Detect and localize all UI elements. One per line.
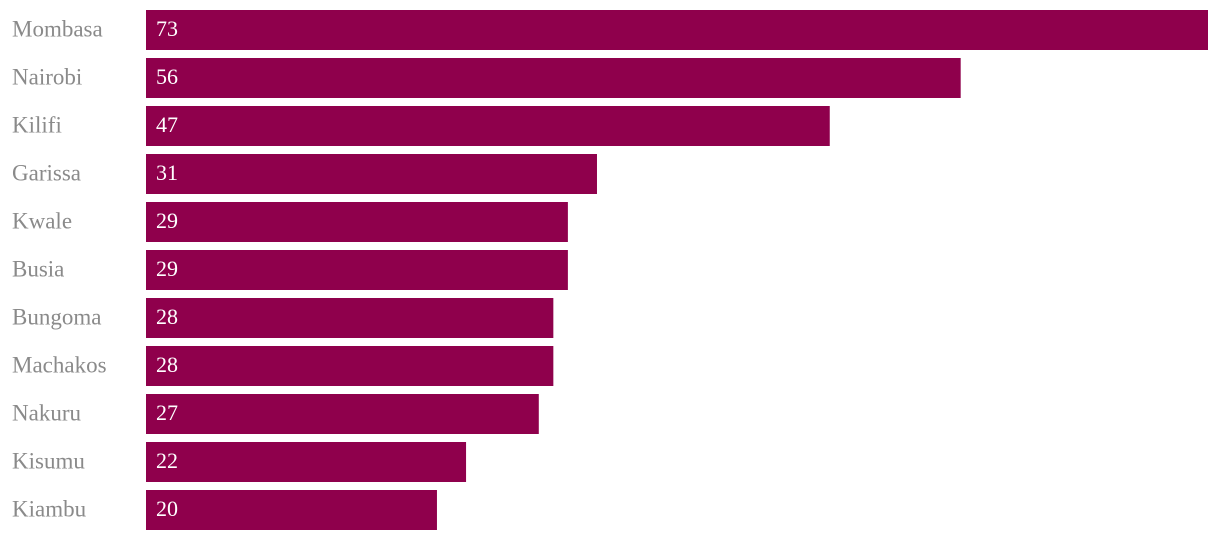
value-label: 28	[156, 304, 178, 329]
category-label: Nairobi	[12, 64, 82, 89]
category-label: Kwale	[12, 208, 72, 233]
value-label: 28	[156, 352, 178, 377]
category-label: Mombasa	[12, 16, 103, 41]
category-label: Bungoma	[12, 304, 101, 329]
value-label: 31	[156, 160, 178, 185]
category-label: Kilifi	[12, 112, 62, 137]
value-label: 56	[156, 64, 178, 89]
bar	[146, 394, 539, 434]
category-label: Machakos	[12, 352, 107, 377]
category-label: Kisumu	[12, 448, 85, 473]
value-label: 47	[156, 112, 178, 137]
bar	[146, 10, 1208, 50]
bar	[146, 250, 568, 290]
bar	[146, 202, 568, 242]
value-label: 20	[156, 496, 178, 521]
category-label: Busia	[12, 256, 64, 281]
value-label: 22	[156, 448, 178, 473]
bar	[146, 58, 961, 98]
category-label: Garissa	[12, 160, 81, 185]
category-label: Nakuru	[12, 400, 81, 425]
bar	[146, 298, 554, 338]
bar	[146, 490, 437, 530]
category-label: Kiambu	[12, 496, 87, 521]
value-label: 73	[156, 16, 178, 41]
value-label: 27	[156, 400, 178, 425]
bar	[146, 154, 597, 194]
value-label: 29	[156, 208, 178, 233]
bar	[146, 346, 554, 386]
value-label: 29	[156, 256, 178, 281]
bar	[146, 106, 830, 146]
bar	[146, 442, 467, 482]
